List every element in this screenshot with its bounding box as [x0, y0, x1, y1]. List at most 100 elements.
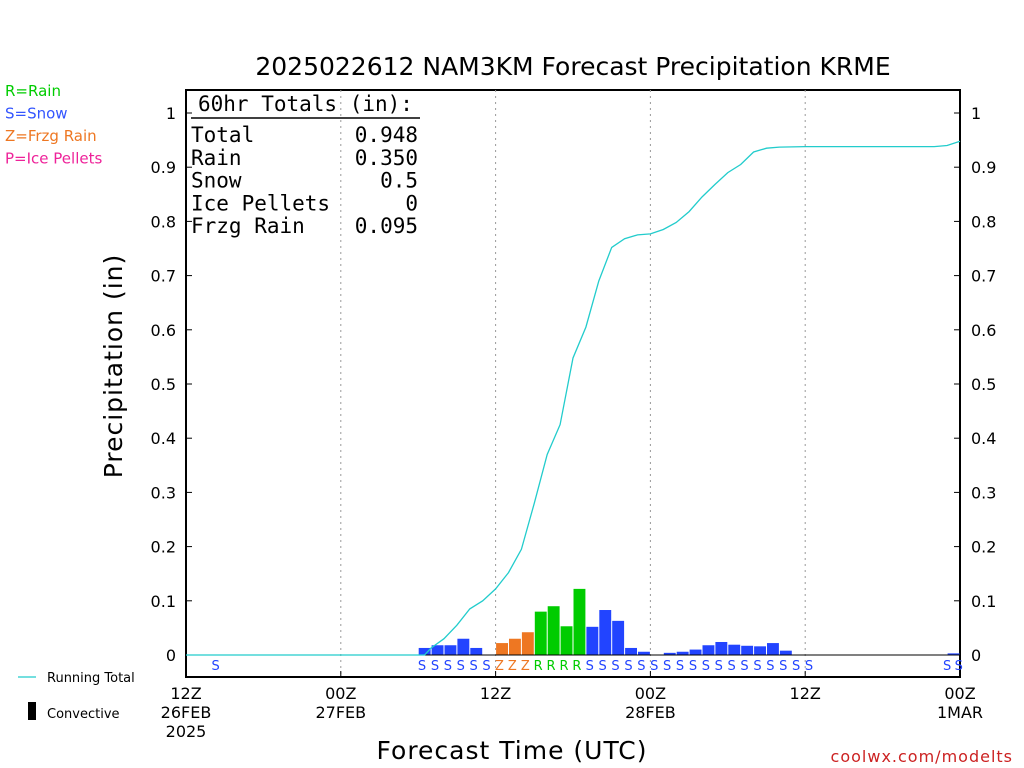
y-tick-label: 0.2 [151, 538, 176, 557]
precip-bar [689, 649, 702, 655]
totals-value: 0.095 [355, 214, 418, 238]
chart-title: 2025022612 NAM3KM Forecast Precipitation… [255, 52, 890, 81]
precip-bar [444, 645, 457, 655]
totals-label: Snow [191, 169, 242, 193]
precip-bar [947, 653, 960, 655]
totals-value: 0.5 [380, 169, 418, 193]
precip-type-mark: S [470, 659, 478, 674]
precip-type-mark: R [547, 659, 556, 674]
precip-type-mark: S [586, 659, 594, 674]
running-total-line [186, 140, 961, 656]
key-label: Convective [47, 707, 120, 722]
precip-type-mark: S [457, 659, 465, 674]
precip-type-mark: S [444, 659, 452, 674]
precip-bar [767, 643, 779, 655]
y-tick-label: 0.3 [151, 483, 176, 502]
precip-type-mark: S [624, 659, 632, 674]
x-tick-label: 26FEB [161, 703, 212, 722]
precip-type-mark: S [482, 659, 490, 674]
totals-label: Frzg Rain [191, 214, 305, 238]
x-tick-label: 00Z [325, 684, 356, 703]
precip-type-mark: S [792, 659, 800, 674]
key-label: Running Total [47, 671, 135, 686]
precip-type-mark: S [599, 659, 607, 674]
precip-bar [431, 645, 444, 655]
precip-bar [534, 611, 547, 655]
y-tick-label: 0.9 [151, 158, 176, 177]
precip-type-mark: S [676, 659, 684, 674]
precip-bar [457, 638, 470, 655]
precip-type-mark: S [418, 659, 426, 674]
totals-label: Ice Pellets [191, 191, 330, 215]
precip-bar [676, 651, 689, 655]
y-tick-label: 0 [166, 646, 176, 665]
y-tick-label: 0.8 [151, 212, 176, 231]
precip-type-mark: S [637, 659, 645, 674]
precip-type-mark: Z [521, 659, 530, 674]
x-tick-label: 1MAR [937, 703, 983, 722]
y-tick-label: 0 [971, 646, 981, 665]
totals-header: 60hr Totals (in): [198, 92, 413, 116]
precip-bar [728, 644, 741, 655]
x-tick-label: 00Z [944, 684, 975, 703]
precip-type-mark: S [766, 659, 774, 674]
precip-bar [663, 652, 676, 655]
totals-box: 60hr Totals (in): Total 0.948 Rain 0.350 Sno… [191, 92, 420, 238]
precip-bars [418, 588, 960, 655]
totals-value: 0.948 [355, 123, 418, 147]
precip-bar [715, 641, 728, 655]
precip-type-mark: R [559, 659, 568, 674]
precip-type-mark: S [943, 659, 951, 674]
precip-type-mark: R [572, 659, 581, 674]
legend-z: Z=Frzg Rain [5, 127, 97, 145]
y-tick-label: 0.5 [971, 375, 996, 394]
precip-type-mark: S [715, 659, 723, 674]
precip-bar [754, 646, 766, 655]
watermark: coolwx.com/modelts [831, 747, 1013, 766]
precip-type-mark: Z [508, 659, 517, 674]
precip-bar [560, 626, 573, 655]
y-tick-label: 0.1 [971, 592, 996, 611]
precip-bar [702, 645, 715, 655]
x-tick-label: 12Z [790, 684, 821, 703]
precip-type-mark: R [534, 659, 543, 674]
precip-type-legend: R=Rain S=Snow Z=Frzg Rain P=Ice Pellets [5, 82, 102, 168]
x-tick-label: 12Z [170, 684, 201, 703]
precip-type-mark: S [740, 659, 748, 674]
precip-bar [509, 638, 521, 655]
vertical-gridlines [340, 90, 806, 677]
precip-type-mark: S [728, 659, 736, 674]
y-axis-label: Precipitation (in) [99, 254, 128, 479]
x-tick-label: 2025 [166, 722, 207, 741]
y-tick-label: 0.5 [151, 375, 176, 394]
y-tick-label: 0.9 [971, 158, 996, 177]
plot-area [185, 89, 961, 678]
precip-type-mark: Z [495, 659, 504, 674]
series-key-legend: Running Total Convective [18, 671, 135, 722]
y-tick-label: 0.3 [971, 483, 996, 502]
precip-type-mark: S [955, 659, 963, 674]
precip-bar [496, 643, 508, 655]
y-tick-label: 1 [166, 104, 176, 123]
convective-key-swatch [28, 702, 36, 720]
precip-bar [547, 606, 560, 655]
precip-bar [599, 610, 612, 655]
x-tick-label: 27FEB [315, 703, 366, 722]
x-tick-label: 28FEB [625, 703, 676, 722]
y-tick-label: 1 [971, 104, 981, 123]
y-axis-left: 0 0.1 0.2 0.3 0.4 0.5 0.6 0.7 0.8 0.9 1 [151, 104, 192, 665]
precip-type-mark: S [753, 659, 761, 674]
legend-p: P=Ice Pellets [5, 150, 102, 168]
precip-bar [521, 632, 534, 655]
precip-bar [638, 651, 650, 655]
totals-value: 0.350 [355, 146, 418, 170]
legend-r: R=Rain [5, 82, 61, 100]
precip-bar [612, 620, 625, 655]
y-tick-label: 0.7 [151, 267, 176, 286]
precip-type-mark: S [212, 659, 220, 674]
y-tick-label: 0.4 [971, 429, 996, 448]
precip-type-mark: S [779, 659, 787, 674]
totals-value: 0 [405, 191, 418, 215]
y-tick-label: 0.6 [971, 321, 996, 340]
